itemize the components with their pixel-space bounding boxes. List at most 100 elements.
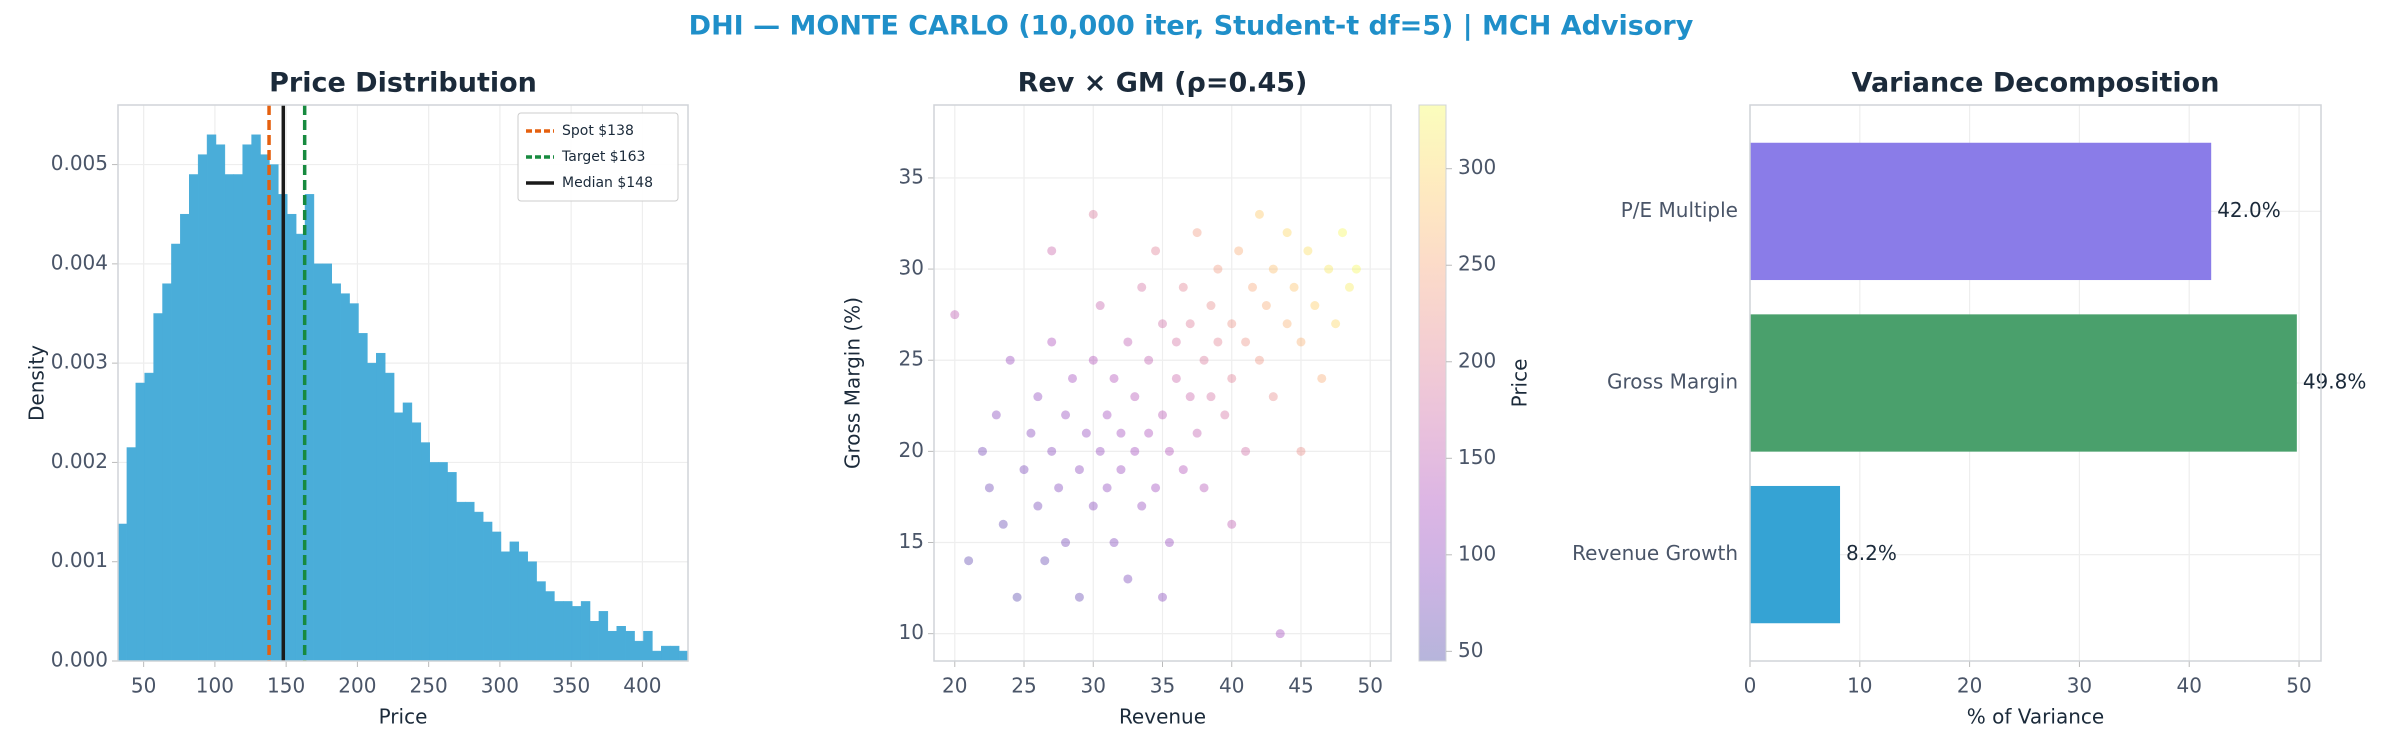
scatter-point — [1192, 228, 1202, 238]
x-tick-label: 250 — [410, 674, 448, 698]
x-tick-label: 200 — [338, 674, 376, 698]
scatter-point — [1033, 501, 1043, 511]
scatter-point — [1227, 519, 1237, 529]
scatter-point — [1178, 282, 1188, 292]
scatter-point — [1130, 392, 1140, 402]
x-axis-label: % of Variance — [1967, 705, 2104, 729]
scatter-point — [1158, 592, 1167, 602]
histogram-bar — [384, 372, 395, 662]
histogram-bar — [117, 523, 128, 662]
x-tick-label: 0 — [1744, 674, 1757, 698]
histogram-bar — [126, 447, 137, 662]
scatter-point — [1317, 373, 1327, 383]
x-tick-label: 100 — [196, 674, 234, 698]
scatter-point — [1282, 319, 1292, 329]
histogram-bar — [536, 581, 546, 662]
y-tick-label: 25 — [899, 347, 924, 371]
scatter-point — [1241, 337, 1251, 347]
scatter-point — [1158, 319, 1167, 329]
scatter-point — [1220, 410, 1230, 420]
histogram-bar — [322, 263, 332, 662]
histogram-bar — [429, 462, 439, 662]
histogram-bar — [527, 561, 537, 662]
scatter-point — [1351, 264, 1361, 274]
y-tick-label: 15 — [899, 529, 924, 553]
histogram-bar — [518, 551, 528, 662]
y-tick-label: 0.001 — [51, 548, 108, 572]
histogram-bar — [206, 134, 217, 662]
scatter-point — [1137, 282, 1147, 292]
scatter-point — [1324, 264, 1334, 274]
scatter-point — [1123, 574, 1133, 584]
axes-frame — [117, 104, 689, 662]
scatter-point — [1261, 301, 1271, 311]
scatter-point — [1081, 428, 1091, 438]
scatter-point — [1206, 301, 1216, 311]
scatter-point — [1019, 465, 1029, 475]
scatter-point — [1005, 355, 1015, 365]
histogram-bar — [661, 645, 671, 662]
x-tick-label: 50 — [131, 674, 156, 698]
y-tick-label: 0.005 — [51, 151, 108, 175]
histogram-bar — [251, 134, 261, 662]
histogram-bar — [643, 630, 653, 662]
histogram-bar — [580, 601, 591, 662]
scatter-point — [1047, 246, 1057, 256]
y-tick-label: Revenue Growth — [1572, 541, 1738, 565]
scatter-point — [1074, 465, 1084, 475]
scatter-point — [1151, 246, 1161, 256]
scatter-point — [1095, 301, 1105, 311]
scatter-point — [1102, 410, 1112, 420]
histogram-bar — [465, 501, 475, 662]
scatter-point — [1338, 228, 1348, 238]
scatter-point — [1227, 373, 1237, 383]
histogram-bar — [669, 645, 680, 662]
scatter-point — [1254, 209, 1264, 219]
histogram-bar — [340, 293, 350, 662]
axes-title: Variance Decomposition — [1852, 68, 2220, 99]
histogram-bar — [153, 313, 163, 662]
scatter-point — [1137, 501, 1147, 511]
colorbar-tick-label: 150 — [1458, 445, 1496, 469]
x-tick-label: 150 — [267, 674, 305, 698]
colorbar-tick-label: 200 — [1458, 348, 1496, 372]
histogram-bar — [313, 263, 324, 662]
histogram-bar — [242, 144, 252, 662]
histogram-bar — [554, 601, 564, 662]
histogram-bar — [598, 611, 609, 662]
scatter-point — [1061, 538, 1071, 548]
x-tick-label: 20 — [942, 674, 967, 698]
scatter-point — [1282, 228, 1292, 238]
scatter-point — [1047, 337, 1057, 347]
value-label: 49.8% — [2303, 370, 2367, 394]
scatter-point — [1054, 483, 1064, 493]
histogram-bar — [295, 233, 306, 662]
colorbar-tick-label: 100 — [1458, 541, 1496, 565]
y-tick-label: 30 — [899, 256, 924, 280]
scatter-point — [1185, 392, 1195, 402]
scatter-point — [1109, 538, 1119, 548]
scatter-point — [1012, 592, 1022, 602]
scatter-point — [1088, 209, 1098, 219]
scatter-point — [1033, 392, 1043, 402]
value-label: 8.2% — [1846, 541, 1897, 565]
scatter-point — [1331, 319, 1341, 329]
x-tick-label: 45 — [1288, 674, 1313, 698]
scatter-point — [1254, 355, 1264, 365]
histogram-bar — [367, 362, 377, 662]
x-axis-label: Price — [379, 705, 428, 729]
colorbar-label: Price — [1508, 359, 1532, 408]
x-tick-label: 30 — [1081, 674, 1106, 698]
scatter-point — [1241, 446, 1251, 456]
scatter-point — [1047, 446, 1057, 456]
x-tick-label: 350 — [552, 674, 590, 698]
figure-title: DHI — MONTE CARLO (10,000 iter, Student-… — [689, 11, 1694, 42]
scatter-point — [1067, 373, 1077, 383]
histogram-bar — [197, 154, 208, 662]
colorbar-tick-label: 300 — [1458, 155, 1496, 179]
y-tick-label: 35 — [899, 164, 924, 188]
histogram-bar — [589, 621, 600, 662]
histogram-bar — [135, 382, 145, 662]
y-axis-label: Gross Margin (%) — [841, 297, 865, 469]
